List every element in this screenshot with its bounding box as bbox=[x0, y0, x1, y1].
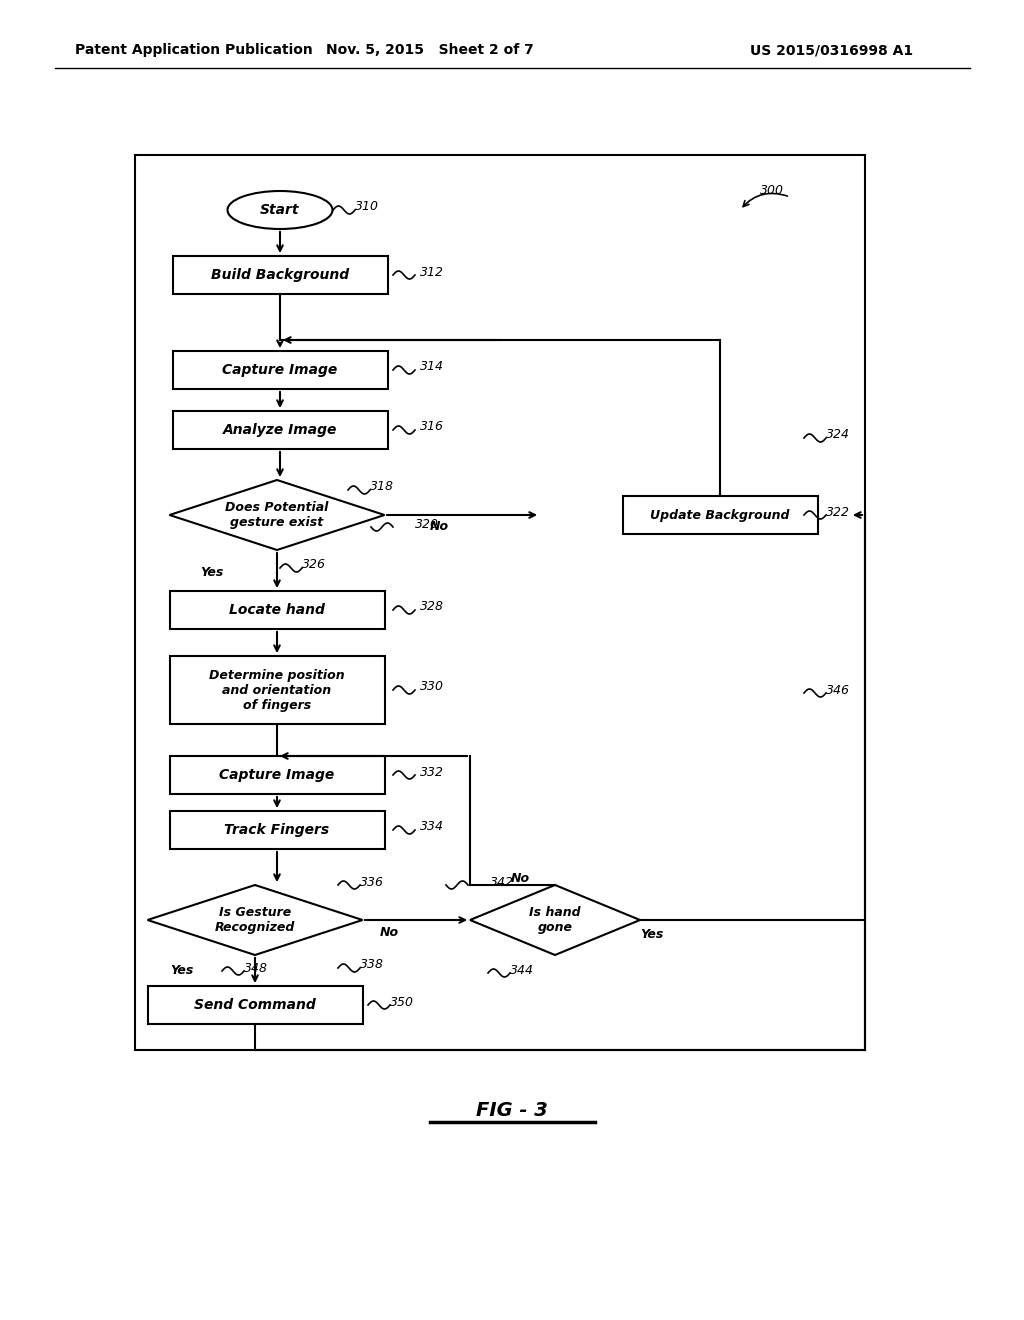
Text: 310: 310 bbox=[355, 201, 379, 214]
Text: 314: 314 bbox=[420, 360, 444, 374]
Text: 344: 344 bbox=[510, 964, 534, 977]
Text: US 2015/0316998 A1: US 2015/0316998 A1 bbox=[750, 44, 913, 57]
FancyBboxPatch shape bbox=[623, 496, 817, 535]
Text: Analyze Image: Analyze Image bbox=[223, 422, 337, 437]
Polygon shape bbox=[170, 480, 384, 550]
Text: Capture Image: Capture Image bbox=[222, 363, 338, 378]
Text: 350: 350 bbox=[390, 995, 414, 1008]
Text: 338: 338 bbox=[360, 958, 384, 972]
Text: Build Background: Build Background bbox=[211, 268, 349, 282]
Text: 318: 318 bbox=[370, 480, 394, 494]
Text: Yes: Yes bbox=[640, 928, 664, 940]
FancyBboxPatch shape bbox=[172, 256, 387, 294]
FancyBboxPatch shape bbox=[170, 656, 384, 723]
Text: 324: 324 bbox=[826, 429, 850, 441]
Text: Is Gesture
Recognized: Is Gesture Recognized bbox=[215, 906, 295, 935]
FancyBboxPatch shape bbox=[170, 756, 384, 795]
Text: 316: 316 bbox=[420, 421, 444, 433]
Text: Update Background: Update Background bbox=[650, 508, 790, 521]
Text: Is hand
gone: Is hand gone bbox=[529, 906, 581, 935]
Text: 336: 336 bbox=[360, 875, 384, 888]
Text: Capture Image: Capture Image bbox=[219, 768, 335, 781]
Text: Nov. 5, 2015   Sheet 2 of 7: Nov. 5, 2015 Sheet 2 of 7 bbox=[326, 44, 534, 57]
Text: 332: 332 bbox=[420, 766, 444, 779]
Text: Yes: Yes bbox=[170, 964, 194, 977]
FancyBboxPatch shape bbox=[170, 591, 384, 630]
Text: 322: 322 bbox=[826, 506, 850, 519]
Text: 346: 346 bbox=[826, 684, 850, 697]
Text: Locate hand: Locate hand bbox=[229, 603, 325, 616]
Text: 342: 342 bbox=[490, 875, 514, 888]
Text: No: No bbox=[380, 927, 399, 940]
Text: Track Fingers: Track Fingers bbox=[224, 822, 330, 837]
FancyBboxPatch shape bbox=[147, 986, 362, 1024]
Text: 326: 326 bbox=[302, 558, 326, 572]
Text: Send Command: Send Command bbox=[195, 998, 315, 1012]
Text: Patent Application Publication: Patent Application Publication bbox=[75, 44, 312, 57]
Text: 328: 328 bbox=[420, 601, 444, 614]
Ellipse shape bbox=[227, 191, 333, 228]
Text: 330: 330 bbox=[420, 681, 444, 693]
FancyBboxPatch shape bbox=[172, 351, 387, 389]
Text: 300: 300 bbox=[760, 183, 784, 197]
Text: No: No bbox=[430, 520, 450, 533]
Text: Determine position
and orientation
of fingers: Determine position and orientation of fi… bbox=[209, 668, 345, 711]
FancyBboxPatch shape bbox=[170, 810, 384, 849]
Text: Start: Start bbox=[260, 203, 300, 216]
FancyBboxPatch shape bbox=[172, 411, 387, 449]
Text: 348: 348 bbox=[244, 961, 268, 974]
Text: No: No bbox=[510, 871, 529, 884]
Text: 312: 312 bbox=[420, 265, 444, 279]
Text: 320: 320 bbox=[415, 517, 439, 531]
Text: Yes: Yes bbox=[200, 565, 223, 578]
Polygon shape bbox=[470, 884, 640, 954]
Text: FIG - 3: FIG - 3 bbox=[476, 1101, 548, 1119]
Text: 334: 334 bbox=[420, 821, 444, 833]
Polygon shape bbox=[147, 884, 362, 954]
Text: Does Potential
gesture exist: Does Potential gesture exist bbox=[225, 502, 329, 529]
